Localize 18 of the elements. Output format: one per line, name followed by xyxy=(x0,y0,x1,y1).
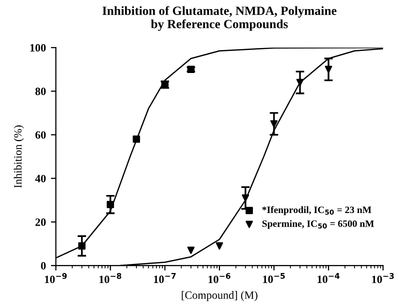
legend-label: Spermine, IC$_{50}$ = 6500 nM xyxy=(262,220,374,229)
x-tick-label: 10$^{−5}$ xyxy=(263,273,285,284)
y-tick-label: 60 xyxy=(35,131,46,139)
x-tick-label: 10$^{−7}$ xyxy=(154,273,176,284)
x-tick-label: 10$^{−9}$ xyxy=(44,273,67,284)
x-tick-label: 10$^{−6}$ xyxy=(208,273,230,284)
x-axis-title: [Compound] (M) xyxy=(182,291,258,302)
y-tick-label: 100 xyxy=(30,44,46,52)
chart-title: Inhibition of Glutamate, NMDA, Polymaine by Reference Compounds xyxy=(102,6,336,31)
legend-label: *Ifenprodil, IC$_{50}$ = 23 nM xyxy=(262,206,372,216)
x-tick-label: 10$^{−8}$ xyxy=(100,273,122,284)
x-tick-label: 10$^{−4}$ xyxy=(318,273,340,284)
y-tick-label: 80 xyxy=(35,88,46,96)
y-axis-title: Inhibition (%) xyxy=(14,125,24,188)
y-tick-label: 20 xyxy=(35,218,46,226)
y-tick-label: 0 xyxy=(41,262,46,270)
y-tick-label: 40 xyxy=(35,174,46,182)
x-tick-label: 10$^{−3}$ xyxy=(372,273,394,284)
